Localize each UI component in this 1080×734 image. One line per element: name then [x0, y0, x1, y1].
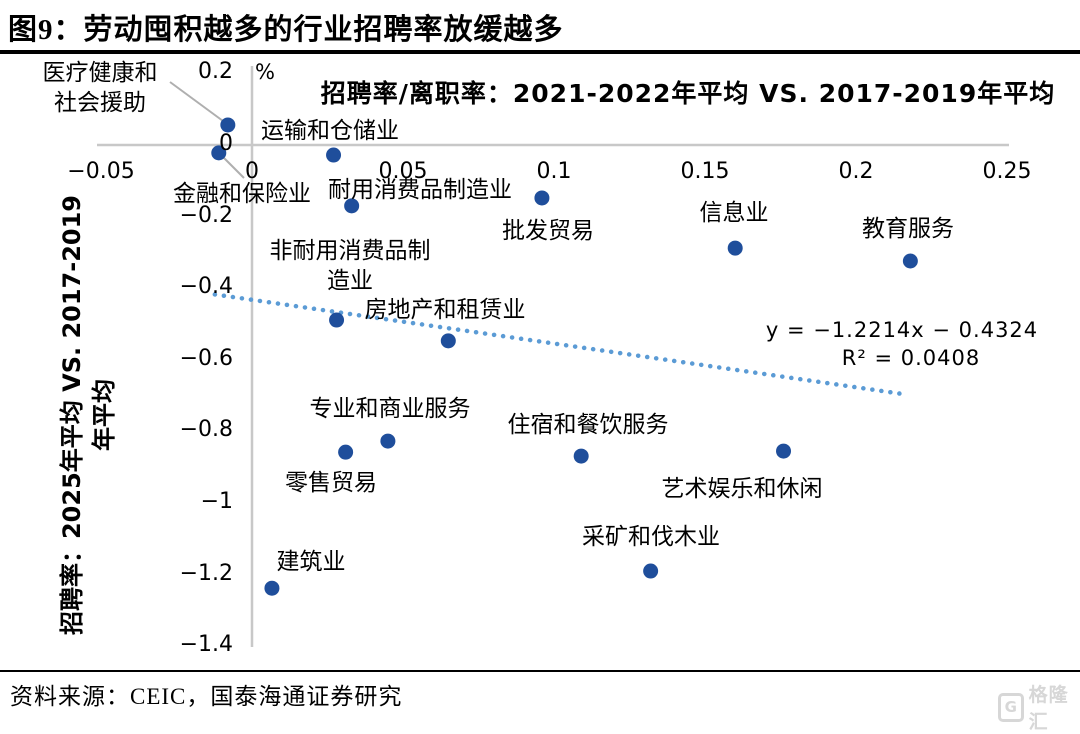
y-tick-label: −0.2 — [179, 202, 233, 228]
scatter-point — [776, 443, 792, 459]
scatter-chart: 招聘率/离职率：2021-2022年平均 VS. 2017-2019年平均 % … — [42, 59, 1056, 662]
y-axis-title-line1: 招聘率：2025年平均 VS. 2017-2019 — [58, 194, 86, 636]
title-divider — [0, 50, 1080, 54]
chart-title: 招聘率/离职率：2021-2022年平均 VS. 2017-2019年平均 — [320, 79, 1056, 108]
scatter-point — [380, 433, 396, 449]
scatter-point — [211, 145, 227, 161]
y-tick-label: −1.2 — [179, 560, 233, 586]
x-tick-label: 0 — [245, 159, 259, 184]
x-tick-label: 0.1 — [536, 159, 572, 184]
y-tick-label: −0.6 — [179, 345, 233, 371]
gelonghui-logo-icon: G — [998, 692, 1024, 722]
y-axis-unit-label: % — [255, 60, 275, 84]
scatter-point-label: 教育服务 — [862, 216, 954, 242]
label-leader-line — [221, 155, 245, 179]
y-tick-label: −1 — [200, 489, 233, 514]
plot-canvas — [97, 66, 1009, 647]
scatter-point — [902, 253, 918, 269]
data-source-note: 资料来源：CEIC，国泰海通证券研究 — [10, 684, 403, 709]
y-axis-title: 招聘率：2025年平均 VS. 2017-2019 年平均 — [56, 168, 120, 662]
x-tick-label: 0.2 — [838, 159, 874, 184]
trend-line — [212, 292, 905, 397]
scatter-point-label: 房地产和租赁业 — [364, 297, 526, 323]
trendline-r-squared: R² = 0.0408 — [841, 346, 981, 370]
scatter-point — [220, 117, 236, 133]
y-tick-label: 0.2 — [198, 59, 233, 85]
scatter-point-label: 医疗健康和 社会援助 — [42, 60, 158, 116]
x-tick-label: 0.05 — [378, 159, 428, 184]
scatter-point — [264, 580, 280, 596]
x-tick-label: 0.25 — [982, 159, 1032, 184]
scatter-point-label: 艺术娱乐和休闲 — [661, 476, 823, 502]
scatter-point — [326, 147, 342, 163]
scatter-point — [727, 240, 743, 256]
scatter-point — [329, 312, 345, 328]
scatter-point — [534, 190, 550, 206]
y-tick-label: −1.4 — [179, 632, 233, 658]
scatter-point-label: 金融和保险业 — [173, 181, 311, 207]
scatter-point-label: 运输和仓储业 — [261, 118, 399, 144]
scatter-point-label: 批发贸易 — [502, 218, 594, 244]
scatter-point-label: 信息业 — [699, 200, 769, 226]
scatter-point — [440, 333, 456, 349]
x-tick-label: −0.05 — [67, 159, 135, 184]
x-tick-label: 0.15 — [680, 159, 730, 184]
trendline-equation: y = −1.2214x − 0.4324 — [765, 318, 1039, 342]
y-tick-label: −0.8 — [179, 417, 233, 443]
scatter-point — [643, 563, 659, 579]
scatter-point-label: 采矿和伐木业 — [582, 524, 720, 550]
scatter-point — [344, 198, 360, 214]
scatter-point-label: 零售贸易 — [285, 470, 377, 496]
scatter-point-label: 专业和商业服务 — [309, 396, 471, 422]
gelonghui-logo-text: 格隆汇 — [1028, 684, 1069, 733]
scatter-point-label: 建筑业 — [276, 549, 346, 575]
y-tick-label: 0 — [219, 131, 233, 156]
scatter-point — [338, 444, 354, 460]
page-title: 图9：劳动囤积越多的行业招聘率放缓越多 — [8, 14, 564, 46]
footer-divider — [0, 670, 1080, 672]
scatter-point-label: 住宿和餐饮服务 — [507, 412, 669, 438]
scatter-point-label: 耐用消费品制造业 — [328, 177, 512, 203]
y-tick-label: −0.4 — [179, 274, 233, 300]
scatter-point — [573, 448, 589, 464]
label-leader-line — [169, 81, 224, 122]
gelonghui-logo: G 格隆汇 — [998, 680, 1080, 734]
scatter-point-label: 非耐用消费品制 造业 — [269, 238, 431, 294]
